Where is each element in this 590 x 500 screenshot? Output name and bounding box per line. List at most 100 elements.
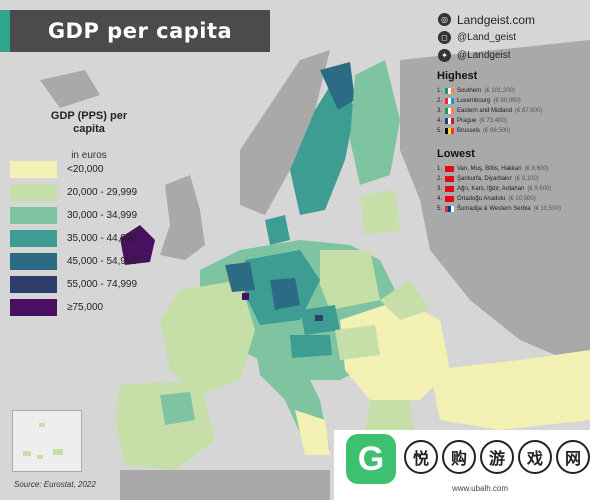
legend-swatch	[10, 298, 57, 316]
region-value: (€ 9,100)	[514, 176, 539, 182]
region-name: Prague	[457, 118, 477, 124]
rank-number: 3.	[437, 108, 443, 114]
rank-number: 1.	[437, 166, 443, 172]
flag-icon	[445, 108, 454, 114]
highest-heading: Highest	[437, 70, 478, 82]
flag-icon	[445, 176, 454, 182]
region-name: Van, Muş, Bitlis, Hakkari	[457, 166, 522, 172]
highest-rank-row: 2. Luxembourg (€ 90,900)	[437, 96, 542, 106]
globe-icon: ◎	[438, 13, 451, 26]
flag-icon	[445, 166, 454, 172]
flag-icon	[445, 128, 454, 134]
region-value: (€ 87,600)	[515, 108, 543, 114]
source-note: Source: Eurostat, 2022	[14, 480, 96, 489]
legend-label: ≥75,000	[67, 301, 104, 313]
highest-rank-row: 3. Eastern and Midland (€ 87,600)	[437, 106, 542, 116]
legend-swatch	[10, 229, 57, 247]
highest-rank-row: 5. Brussels (€ 69,500)	[437, 126, 542, 136]
canary-islands-inset	[12, 410, 82, 472]
lowest-list: 1. Van, Muş, Bitlis, Hakkari (€ 8,600) 2. Şa…	[437, 164, 561, 214]
legend-item: 20,000 - 29,999	[10, 183, 160, 201]
lowest-rank-row: 2. Şanlıurfa, Diyarbakır (€ 9,100)	[437, 174, 561, 184]
rank-number: 2.	[437, 176, 443, 182]
watermark-logo: G	[346, 434, 396, 484]
legend-swatch	[10, 160, 57, 178]
legend-item: ≥75,000	[10, 298, 160, 316]
watermark-char: 网	[556, 440, 590, 474]
legend-label: 20,000 - 29,999	[67, 186, 138, 198]
legend-item: 35,000 - 44,999	[10, 229, 160, 247]
rank-number: 4.	[437, 196, 443, 202]
rank-number: 3.	[437, 186, 443, 192]
social-row-instagram[interactable]: ◻ @Land_geist	[438, 30, 535, 45]
legend-label: 45,000 - 54,999	[67, 255, 138, 267]
flag-icon	[445, 118, 454, 124]
finland-region	[350, 60, 400, 185]
lowest-rank-row: 3. Ağrı, Kars, Iğdır, Ardahan (€ 9,600)	[437, 184, 561, 194]
lowest-rank-row: 1. Van, Muş, Bitlis, Hakkari (€ 8,600)	[437, 164, 561, 174]
region-name: Ortadoğu Anadolu	[457, 196, 506, 202]
region-value: (€ 73,400)	[479, 118, 507, 124]
highest-rank-row: 4. Prague (€ 73,400)	[437, 116, 542, 126]
region-value: (€ 101,200)	[484, 88, 516, 94]
legend-item: 45,000 - 54,999	[10, 252, 160, 270]
rank-number: 5.	[437, 206, 443, 212]
watermark-char: 游	[480, 440, 514, 474]
flag-icon	[445, 88, 454, 94]
twitter-handle: @Landgeist	[457, 50, 511, 61]
twitter-icon: ✦	[438, 49, 451, 62]
flag-icon	[445, 98, 454, 104]
ireland-region	[120, 225, 155, 265]
flag-icon	[445, 196, 454, 202]
legend-swatch	[10, 206, 57, 224]
region-value: (€ 90,900)	[493, 98, 521, 104]
region-value: (€ 8,600)	[524, 166, 549, 172]
region-name: Šumadija & Western Serbia	[457, 206, 531, 212]
region-value: (€ 69,500)	[483, 128, 511, 134]
social-row-website[interactable]: ◎ Landgeist.com	[438, 12, 535, 27]
legend-swatch	[10, 252, 57, 270]
legend-swatch	[10, 275, 57, 293]
legend-item: <20,000	[10, 160, 160, 178]
highest-list: 1. Southern (€ 101,200) 2. Luxembourg (€ 90,9…	[437, 86, 542, 136]
rank-number: 5.	[437, 128, 443, 134]
lowest-heading: Lowest	[437, 148, 475, 160]
region-value: (€ 9,600)	[527, 186, 552, 192]
legend-label: <20,000	[67, 163, 104, 175]
flag-icon	[445, 206, 454, 212]
region-name: Luxembourg	[457, 98, 491, 104]
legend-subtitle: in euros	[71, 150, 107, 161]
legend-title: GDP (PPS) per capita	[50, 110, 128, 135]
social-row-twitter[interactable]: ✦ @Landgeist	[438, 48, 535, 63]
region-name: Eastern and Midland	[457, 108, 513, 114]
watermark-url: www.ubalh.com	[452, 484, 509, 493]
region-value: (€ 10,500)	[508, 196, 536, 202]
watermark-char: 购	[442, 440, 476, 474]
region-name: Şanlıurfa, Diyarbakır	[457, 176, 512, 182]
legend-label: 30,000 - 34,999	[67, 209, 138, 221]
watermark: G 悦购游戏网 www.ubalh.com	[334, 430, 590, 500]
flag-icon	[445, 186, 454, 192]
rank-number: 4.	[437, 118, 443, 124]
social-links: ◎ Landgeist.com ◻ @Land_geist ✦ @Landgei…	[438, 12, 535, 66]
region-name: Brussels	[457, 128, 481, 134]
map-title: GDP per capita	[0, 10, 270, 52]
legend-label: 35,000 - 44,999	[67, 232, 138, 244]
watermark-char: 悦	[404, 440, 438, 474]
instagram-icon: ◻	[438, 31, 451, 44]
region-name: Ağrı, Kars, Iğdır, Ardahan	[457, 186, 525, 192]
highest-rank-row: 1. Southern (€ 101,200)	[437, 86, 542, 96]
instagram-handle: @Land_geist	[457, 32, 517, 43]
watermark-char: 戏	[518, 440, 552, 474]
lowest-rank-row: 4. Ortadoğu Anadolu (€ 10,500)	[437, 194, 561, 204]
legend-swatch	[10, 183, 57, 201]
lowest-rank-row: 5. Šumadija & Western Serbia (€ 10,500)	[437, 204, 561, 214]
legend-item: 55,000 - 74,999	[10, 275, 160, 293]
rank-number: 2.	[437, 98, 443, 104]
region-name: Southern	[457, 88, 482, 94]
website-label: Landgeist.com	[457, 12, 536, 27]
watermark-text: 悦购游戏网	[404, 440, 590, 474]
legend-item: 30,000 - 34,999	[10, 206, 160, 224]
